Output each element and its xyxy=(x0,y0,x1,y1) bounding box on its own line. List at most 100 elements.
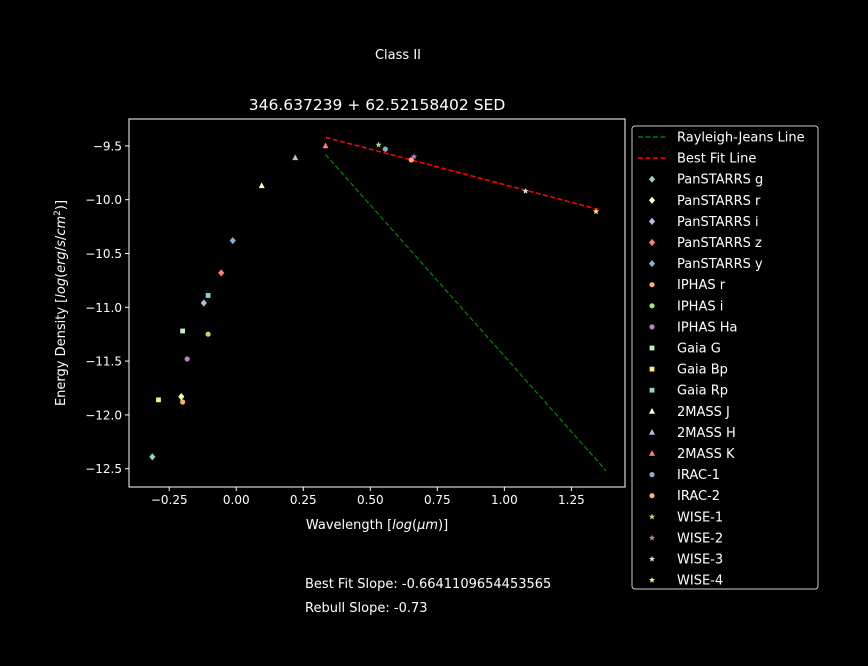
x-axis-ticks: −0.25 0.00 0.25 0.50 0.75 1.00 1.25 xyxy=(151,487,585,507)
point-panstarrs-r xyxy=(178,393,185,401)
best-fit-line-line xyxy=(325,136,599,211)
point-iphas-r xyxy=(180,399,186,405)
rayleigh-jeans-line-line xyxy=(325,154,607,472)
legend-swatch xyxy=(649,366,655,372)
point-gaia-g xyxy=(180,328,186,334)
legend-swatch xyxy=(649,303,655,309)
legend-label: Best Fit Line xyxy=(677,152,756,167)
legend-label: 2MASS H xyxy=(677,426,736,441)
point-wise-2 xyxy=(410,153,418,160)
y-tick-label: −12.0 xyxy=(85,408,122,422)
best-fit-slope-text: Best Fit Slope: -0.6641109654453565 xyxy=(305,577,552,592)
legend-label: 2MASS K xyxy=(677,447,735,462)
figure-suptitle: Class II xyxy=(374,48,421,63)
legend-item-panstarrs-i: PanSTARRS i xyxy=(648,215,759,230)
y-tick-label: −9.5 xyxy=(93,139,122,153)
legend-swatch xyxy=(648,260,656,268)
point-wise-3 xyxy=(522,187,529,194)
chart-title: 346.637239 + 62.52158402 SED xyxy=(249,96,506,114)
x-axis-label: Wavelength [log(μm)] xyxy=(306,518,448,533)
y-tick-label: −12.5 xyxy=(85,462,122,476)
x-tick-label: 0.75 xyxy=(424,493,451,507)
legend-label: IRAC-1 xyxy=(677,468,720,483)
point-2mass-j xyxy=(258,182,265,189)
point-iphas-ha xyxy=(184,356,190,362)
point-iphas-i xyxy=(205,331,211,337)
legend-item-panstarrs-r: PanSTARRS r xyxy=(648,194,761,209)
legend-swatch xyxy=(648,534,656,541)
point-irac-1 xyxy=(382,146,388,152)
y-tick-label: −11.0 xyxy=(85,301,122,315)
legend-item-wise-4: WISE-4 xyxy=(648,574,723,589)
legend-swatch xyxy=(649,387,655,393)
legend-swatch xyxy=(648,555,656,562)
legend-item-2mass-j: 2MASS J xyxy=(649,405,730,420)
legend-label: PanSTARRS i xyxy=(677,215,759,230)
legend-item-wise-2: WISE-2 xyxy=(648,531,723,546)
legend-item-iphas-r: IPHAS r xyxy=(649,278,726,293)
point-2mass-h xyxy=(292,154,299,161)
legend-label: Gaia Rp xyxy=(677,384,728,399)
point-wise-4 xyxy=(592,208,600,215)
legend-label: PanSTARRS g xyxy=(677,173,763,188)
legend-item-2mass-k: 2MASS K xyxy=(649,447,735,462)
point-gaia-rp xyxy=(205,293,211,298)
legend-label: PanSTARRS z xyxy=(677,236,762,251)
x-tick-label: 1.25 xyxy=(558,493,585,507)
legend-label: WISE-3 xyxy=(677,553,723,568)
legend-swatch xyxy=(649,429,655,435)
legend-swatch xyxy=(649,472,655,478)
legend-label: WISE-4 xyxy=(677,574,723,589)
fit-lines xyxy=(325,136,607,472)
legend-label: IPHAS i xyxy=(677,299,723,314)
legend-swatch xyxy=(648,217,656,225)
legend-frame xyxy=(631,125,819,590)
rebull-slope-text: Rebull Slope: -0.73 xyxy=(305,601,428,616)
x-tick-label: 0.25 xyxy=(290,493,317,507)
legend-swatch xyxy=(649,450,655,456)
legend-swatch xyxy=(649,493,655,499)
point-panstarrs-i xyxy=(200,299,207,307)
x-tick-label: 0.50 xyxy=(357,493,384,507)
legend-item-wise-1: WISE-1 xyxy=(648,510,723,525)
x-tick-label: 1.00 xyxy=(491,493,518,507)
legend-item-rayleigh-jeans-line: Rayleigh-Jeans Line xyxy=(638,131,805,146)
legend-item-wise-3: WISE-3 xyxy=(648,553,723,568)
legend-swatch xyxy=(648,175,656,183)
legend-label: Gaia Bp xyxy=(677,363,728,378)
point-panstarrs-z xyxy=(218,269,225,277)
y-axis-label: Energy Density [log(erg/s/cm2)] xyxy=(53,200,69,406)
legend-item-iphas-i: IPHAS i xyxy=(649,299,723,314)
legend-item-panstarrs-y: PanSTARRS y xyxy=(648,257,763,272)
legend-label: IRAC-2 xyxy=(677,489,720,504)
legend-swatch xyxy=(648,238,656,247)
legend-swatch xyxy=(648,513,656,520)
legend-item-irac-1: IRAC-1 xyxy=(649,468,720,483)
legend-label: Gaia G xyxy=(677,342,721,357)
legend-label: IPHAS r xyxy=(677,278,726,293)
legend-swatch xyxy=(649,324,655,330)
legend-swatch xyxy=(649,407,655,414)
legend-swatch xyxy=(649,345,655,351)
point-wise-1 xyxy=(375,141,382,148)
legend-label: 2MASS J xyxy=(677,405,730,420)
legend-label: PanSTARRS y xyxy=(677,257,763,272)
data-points xyxy=(149,141,600,461)
legend-item-gaia-g: Gaia G xyxy=(649,342,721,357)
point-gaia-bp xyxy=(156,397,161,403)
point-panstarrs-g xyxy=(149,453,156,461)
x-tick-label: 0.00 xyxy=(223,493,250,507)
legend-label: WISE-2 xyxy=(677,531,723,546)
point-2mass-k xyxy=(322,142,329,149)
legend-item-panstarrs-g: PanSTARRS g xyxy=(648,173,763,188)
legend-label: PanSTARRS r xyxy=(677,194,761,209)
legend-item-panstarrs-z: PanSTARRS z xyxy=(648,236,762,251)
legend-item-gaia-rp: Gaia Rp xyxy=(649,384,728,399)
legend-item-irac-2: IRAC-2 xyxy=(649,489,720,504)
y-tick-label: −10.5 xyxy=(85,247,122,261)
chart-legend: Rayleigh-Jeans Line Best Fit Line PanSTARR… xyxy=(631,125,819,590)
legend-label: Rayleigh-Jeans Line xyxy=(677,131,805,146)
legend-item-best-fit-line: Best Fit Line xyxy=(638,152,756,167)
y-tick-label: −10.0 xyxy=(85,193,122,207)
